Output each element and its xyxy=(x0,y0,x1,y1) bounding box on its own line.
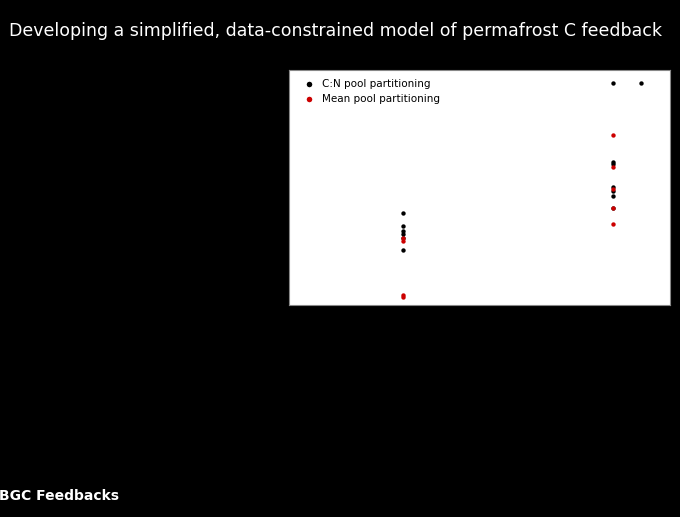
Point xyxy=(398,293,409,301)
Point xyxy=(607,220,618,229)
Point xyxy=(607,185,618,193)
Point xyxy=(607,160,618,168)
Point xyxy=(398,234,409,242)
Point xyxy=(398,208,409,217)
Point xyxy=(636,79,647,87)
Point xyxy=(607,192,618,200)
Point xyxy=(607,131,618,140)
Point xyxy=(398,234,409,242)
Text: Results/Impacts:: Results/Impacts: xyxy=(9,402,124,415)
Point xyxy=(607,204,618,212)
Point xyxy=(398,222,409,230)
Text: Estimate the magnitude of the carbon-climate
feedback from permafrost soils, by : Estimate the magnitude of the carbon-cli… xyxy=(9,97,271,161)
Point xyxy=(398,227,409,235)
X-axis label: Global T change (C): Global T change (C) xyxy=(424,328,534,338)
Point xyxy=(607,163,618,172)
Text: BGC Feedbacks: BGC Feedbacks xyxy=(0,489,120,503)
Text: Estimated permafrost carbon losses are roughly linear with warming, supporting t: Estimated permafrost carbon losses are r… xyxy=(9,428,541,479)
Text: Objective:: Objective: xyxy=(9,71,79,84)
Text: A “synthesis of syntheses” to combine meta-
analyses of permafrost incubation da: A “synthesis of syntheses” to combine me… xyxy=(9,267,489,331)
Y-axis label: Permafrost C loss 2010-2100 (Pg C): Permafrost C loss 2010-2100 (Pg C) xyxy=(244,88,254,286)
Text: Approach:: Approach: xyxy=(9,241,80,254)
Legend: C:N pool partitioning, Mean pool partitioning: C:N pool partitioning, Mean pool partiti… xyxy=(294,75,445,109)
Point xyxy=(398,246,409,254)
Point xyxy=(607,79,618,87)
Point xyxy=(607,184,618,192)
Point xyxy=(607,187,618,195)
Text: Koven, C. D.,  . A. G. Schuur, C. Schädel, T. J. Bohn, E. J. Burke, G. Chen, X. : Koven, C. D., . A. G. Schuur, C. Schädel… xyxy=(9,504,619,517)
Point xyxy=(398,237,409,246)
Point xyxy=(607,204,618,212)
Point xyxy=(398,231,409,239)
Point xyxy=(398,291,409,299)
Text: Developing a simplified, data-constrained model of permafrost C feedback: Developing a simplified, data-constraine… xyxy=(9,22,662,39)
Point xyxy=(607,158,618,166)
